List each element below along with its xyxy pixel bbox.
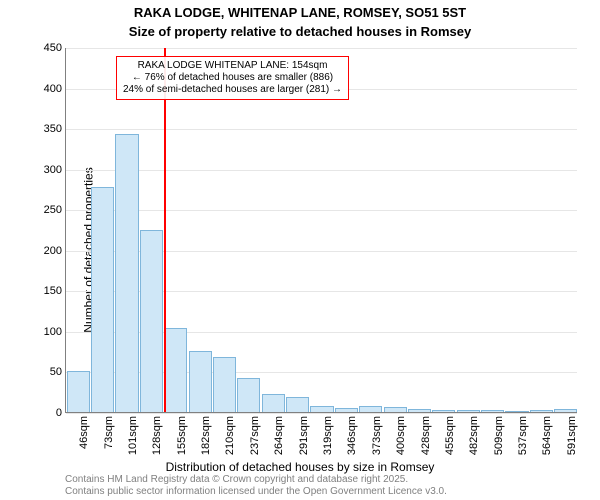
ytick-label: 300 xyxy=(44,164,62,176)
plot-area: 46sqm73sqm101sqm128sqm155sqm182sqm210sqm… xyxy=(65,48,577,413)
ytick-label: 450 xyxy=(44,42,62,54)
xtick-label: 537sqm xyxy=(517,416,529,455)
bar xyxy=(237,378,260,412)
bar xyxy=(262,394,285,412)
bar xyxy=(140,230,163,413)
chart-title-line1: RAKA LODGE, WHITENAP LANE, ROMSEY, SO51 … xyxy=(0,5,600,20)
xtick-label: 291sqm xyxy=(298,416,310,455)
bar xyxy=(481,410,504,412)
bar xyxy=(286,397,309,412)
gridline xyxy=(66,413,577,414)
chart-title-line2: Size of property relative to detached ho… xyxy=(0,24,600,39)
ytick-label: 100 xyxy=(44,326,62,338)
xtick-label: 509sqm xyxy=(493,416,505,455)
annotation-line1: RAKA LODGE WHITENAP LANE: 154sqm xyxy=(138,60,328,71)
bar xyxy=(408,409,431,412)
bar xyxy=(310,406,333,412)
footer-line1: Contains HM Land Registry data © Crown c… xyxy=(65,474,408,485)
ytick-label: 0 xyxy=(56,407,62,419)
xtick-label: 455sqm xyxy=(444,416,456,455)
bar xyxy=(530,410,553,412)
xtick-label: 210sqm xyxy=(224,416,236,455)
annotation-line2: ← 76% of detached houses are smaller (88… xyxy=(132,72,333,83)
xtick-label: 373sqm xyxy=(371,416,383,455)
ytick-layer: 050100150200250300350400450 xyxy=(1,48,66,412)
xtick-label: 400sqm xyxy=(395,416,407,455)
xtick-label: 73sqm xyxy=(103,416,115,449)
ytick-label: 200 xyxy=(44,245,62,257)
bar xyxy=(67,371,90,412)
footer-line2: Contains public sector information licen… xyxy=(65,486,447,497)
bar xyxy=(91,187,114,412)
xtick-label: 591sqm xyxy=(566,416,578,455)
ytick-label: 400 xyxy=(44,83,62,95)
annotation-box: RAKA LODGE WHITENAP LANE: 154sqm ← 76% o… xyxy=(116,56,349,100)
xtick-label: 237sqm xyxy=(249,416,261,455)
annotation-line3: 24% of semi-detached houses are larger (… xyxy=(123,84,342,95)
bar xyxy=(384,407,407,412)
xtick-label: 101sqm xyxy=(127,416,139,455)
chart-container: RAKA LODGE, WHITENAP LANE, ROMSEY, SO51 … xyxy=(0,0,600,500)
xtick-label: 182sqm xyxy=(200,416,212,455)
ytick-label: 250 xyxy=(44,204,62,216)
ytick-label: 50 xyxy=(50,366,62,378)
xtick-label: 319sqm xyxy=(322,416,334,455)
bar xyxy=(213,357,236,412)
ytick-label: 150 xyxy=(44,285,62,297)
xtick-label: 482sqm xyxy=(468,416,480,455)
ytick-label: 350 xyxy=(44,123,62,135)
footer: Contains HM Land Registry data © Crown c… xyxy=(65,474,447,497)
bar xyxy=(432,410,455,412)
x-axis-label: Distribution of detached houses by size … xyxy=(0,460,600,474)
xtick-label: 564sqm xyxy=(541,416,553,455)
xtick-label: 46sqm xyxy=(78,416,90,449)
xtick-label: 346sqm xyxy=(346,416,358,455)
xtick-label: 128sqm xyxy=(151,416,163,455)
bar xyxy=(554,409,577,412)
bar xyxy=(164,328,187,412)
bars-layer xyxy=(66,48,577,412)
xtick-label: 264sqm xyxy=(273,416,285,455)
bar xyxy=(457,410,480,412)
bar xyxy=(335,408,358,412)
bar xyxy=(505,411,528,412)
bar xyxy=(115,134,138,412)
xtick-label: 155sqm xyxy=(176,416,188,455)
bar xyxy=(359,406,382,412)
reference-vline xyxy=(164,48,166,412)
xtick-label: 428sqm xyxy=(420,416,432,455)
bar xyxy=(189,351,212,412)
